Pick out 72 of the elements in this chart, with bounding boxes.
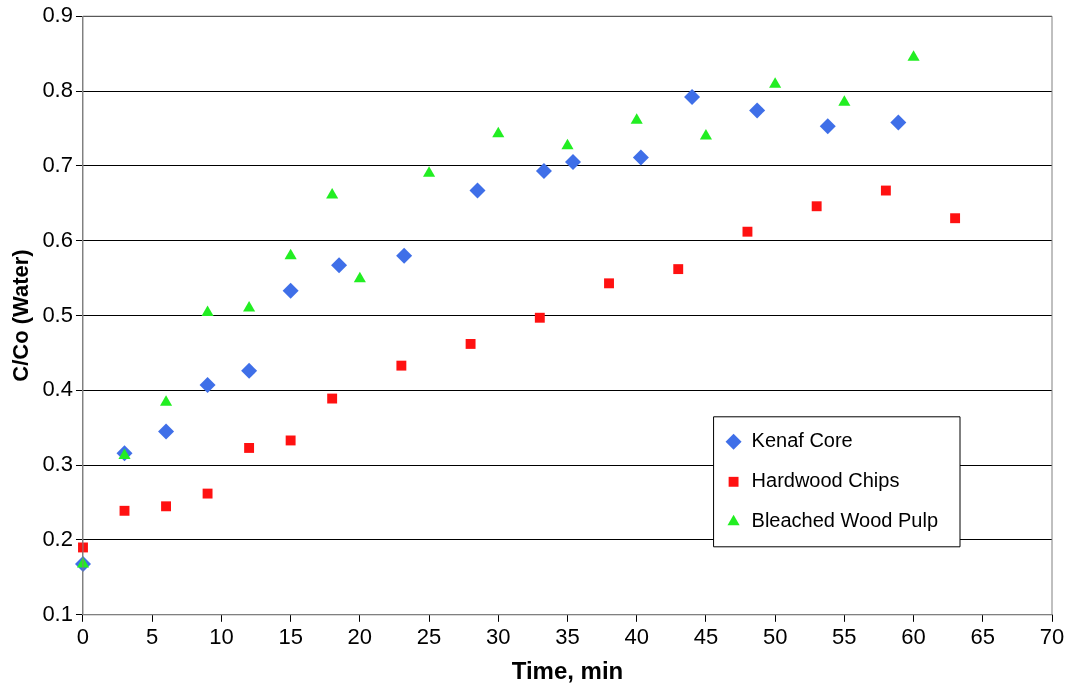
point (282, 282, 299, 299)
x-axis-title: Time, min (511, 657, 624, 685)
point (199, 377, 216, 394)
x-tick-label: 50 (762, 624, 788, 650)
point (161, 501, 171, 512)
x-tick-label: 55 (832, 624, 857, 650)
point (202, 488, 213, 499)
x-tick-label: 5 (146, 624, 159, 650)
point (565, 154, 582, 171)
point (331, 257, 348, 274)
x-tick-label: 30 (486, 624, 511, 650)
x-tick-label: 45 (693, 624, 719, 650)
point (950, 213, 961, 224)
point (327, 393, 338, 404)
point (819, 118, 836, 135)
point (561, 138, 574, 150)
point (396, 360, 407, 371)
y-axis-title: C/Co (Water) (8, 249, 34, 382)
y-tick-label: 0.4 (42, 376, 73, 402)
point (907, 50, 920, 61)
point (749, 102, 766, 119)
point (630, 113, 643, 124)
y-tick-label: 0.9 (42, 2, 73, 28)
point (285, 435, 296, 446)
point (535, 163, 552, 180)
point (838, 95, 851, 106)
point (465, 338, 476, 349)
x-tick-label: 0 (76, 624, 90, 650)
x-tick-label: 40 (624, 624, 649, 650)
x-tick-label: 15 (278, 624, 303, 650)
point (119, 505, 130, 516)
point (158, 423, 175, 440)
point (769, 77, 782, 88)
point (241, 362, 258, 379)
point (353, 271, 366, 283)
point (699, 128, 712, 140)
point (492, 126, 505, 138)
y-tick-label: 0.8 (42, 77, 73, 103)
point (632, 149, 649, 166)
point (284, 248, 297, 260)
point (811, 201, 822, 212)
point (326, 188, 339, 199)
legend-label: Kenaf Core (751, 429, 853, 452)
point (742, 226, 753, 237)
point (243, 301, 256, 312)
x-tick-label: 65 (970, 624, 996, 650)
x-tick-label: 25 (416, 624, 442, 650)
point (890, 114, 907, 131)
x-tick-label: 70 (1039, 624, 1065, 650)
point (604, 278, 614, 289)
point (534, 312, 545, 323)
y-tick-label: 0.5 (42, 301, 73, 327)
point (684, 89, 701, 106)
point (159, 395, 173, 406)
x-tick-label: 35 (555, 624, 580, 650)
point (423, 166, 436, 177)
point (201, 305, 214, 317)
point (469, 182, 486, 199)
y-tick-label: 0.7 (42, 151, 73, 177)
x-tick-label: 60 (901, 624, 926, 650)
point (244, 442, 255, 453)
y-tick-label: 0.1 (42, 600, 73, 626)
point (673, 264, 684, 275)
y-tick-label: 0.3 (42, 451, 73, 477)
legend-label: Bleached Wood Pulp (751, 509, 939, 532)
point (880, 185, 891, 196)
legend-label: Hardwood Chips (751, 469, 900, 492)
x-tick-label: 20 (347, 624, 373, 650)
point (396, 247, 413, 264)
y-tick-label: 0.6 (42, 226, 73, 252)
x-tick-label: 10 (209, 624, 234, 650)
y-tick-label: 0.2 (42, 526, 73, 552)
